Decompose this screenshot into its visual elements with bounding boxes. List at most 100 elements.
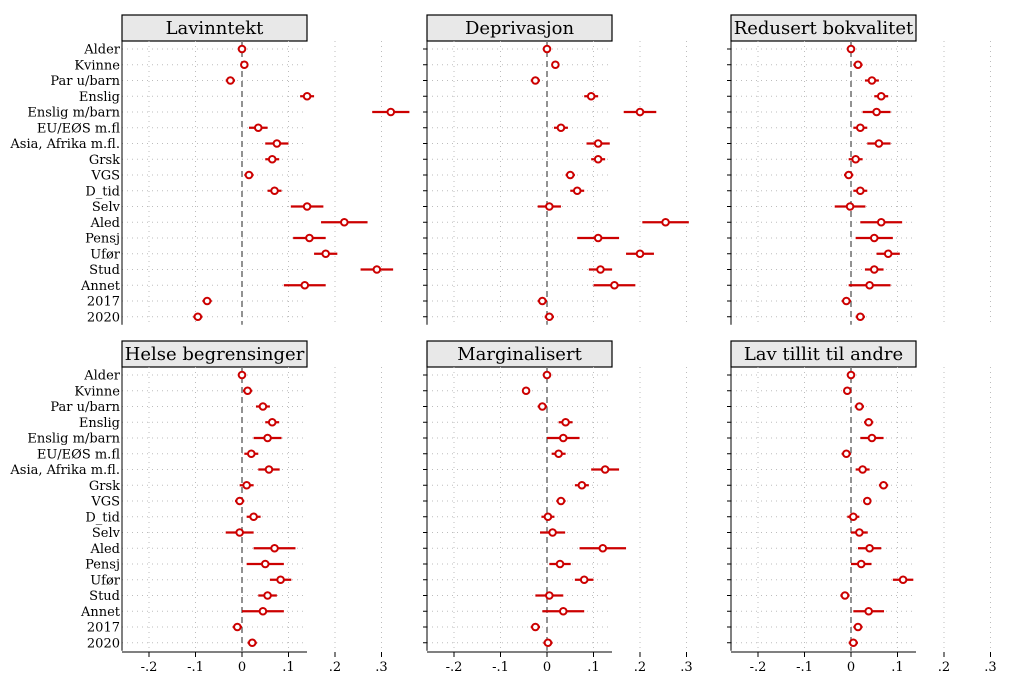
estimate-point [876,217,886,227]
estimate-point [855,402,864,411]
estimate-point [845,202,855,211]
estimate-point [551,60,560,70]
estimate-point [867,433,877,443]
estimate-point [258,606,268,616]
estimate-point [264,465,274,474]
estimate-point [300,280,310,290]
estimate-point [258,402,268,411]
estimate-point [856,312,865,322]
row-label: Asia, Afrika m.fl. [9,137,120,152]
row-label: Ufør [90,573,121,588]
row-label: Stud [89,589,120,604]
estimate-point [302,202,312,211]
x-tick-label: .2 [634,660,646,675]
panel-title: Redusert bokvalitet [734,18,914,39]
row-label: 2020 [87,636,120,651]
estimate-point [635,107,645,117]
estimate-point [856,559,866,569]
row-label: Aled [89,542,120,557]
panel-header [730,340,917,368]
estimate-point [867,76,877,85]
estimate-point [247,449,256,459]
estimate-point [263,433,272,443]
estimate-point [855,528,864,537]
estimate-point [267,154,277,164]
estimate-point [226,76,235,85]
x-tick-label: -.1 [492,660,509,675]
estimate-point [869,265,879,274]
estimate-point [556,496,566,506]
estimate-point [372,265,382,274]
estimate-point [598,543,608,553]
estimate-point [263,591,272,600]
row-label: D_tid [85,510,120,525]
x-tick-label: .1 [282,660,294,675]
row-label: Kvinne [74,58,120,73]
estimate-point [276,575,285,585]
estimate-point [844,170,853,180]
row-label: Enslig m/barn [27,432,120,447]
estimate-point [556,123,566,133]
estimate-point [543,638,553,648]
estimate-point [242,480,251,490]
estimate-point [272,139,282,148]
estimate-point [876,91,886,101]
estimate-point [340,217,349,227]
panel-title: Deprivasjon [465,18,575,39]
panel-header [426,14,613,42]
estimate-point [851,154,860,164]
estimate-point [543,512,553,522]
row-label: 2017 [87,621,120,636]
row-label: 2020 [87,310,120,325]
panel-header [426,340,613,368]
estimate-point [558,433,568,443]
estimate-point [548,528,557,537]
estimate-point [249,512,258,522]
estimate-point [538,402,547,411]
estimate-point [558,606,568,616]
x-tick-label: .3 [375,660,387,675]
row-label: Grsk [89,153,120,168]
row-label: Stud [89,263,120,278]
panel-3: Redusert bokvalitet [727,14,991,325]
estimate-point [386,107,396,117]
row-label: Annet [80,605,121,620]
panel-title: Marginalisert [457,344,582,365]
estimate-point [849,512,858,522]
x-tick-label: .2 [329,660,341,675]
estimate-point [840,591,850,600]
row-label: Aled [89,216,120,231]
estimate-point [321,249,331,259]
estimate-point [661,217,670,227]
row-label: Asia, Afrika m.fl. [9,463,120,478]
estimate-point [849,638,858,648]
estimate-point [531,622,540,632]
x-tick-label: .3 [984,660,996,675]
estimate-point [521,386,531,396]
estimate-point [193,312,203,322]
estimate-point [545,312,554,322]
x-tick-label: -.2 [750,660,767,675]
estimate-point [858,465,867,474]
estimate-point [842,296,851,306]
estimate-point [883,249,893,259]
estimate-point [874,139,884,148]
estimate-point [856,123,865,133]
panel-header [121,14,308,42]
estimate-point [237,370,247,380]
row-label: Alder [83,369,121,384]
x-tick-label: -.1 [187,660,204,675]
row-label: Pensj [85,558,120,573]
estimate-point [260,559,270,569]
estimate-point [586,91,596,101]
estimate-point [305,233,314,243]
row-label: Enslig m/barn [27,106,120,121]
panel-title: Helse begrensinger [125,344,305,365]
estimate-point [600,465,610,474]
estimate-point [862,496,872,506]
estimate-point [856,186,865,196]
x-tick-label: -.2 [446,660,463,675]
